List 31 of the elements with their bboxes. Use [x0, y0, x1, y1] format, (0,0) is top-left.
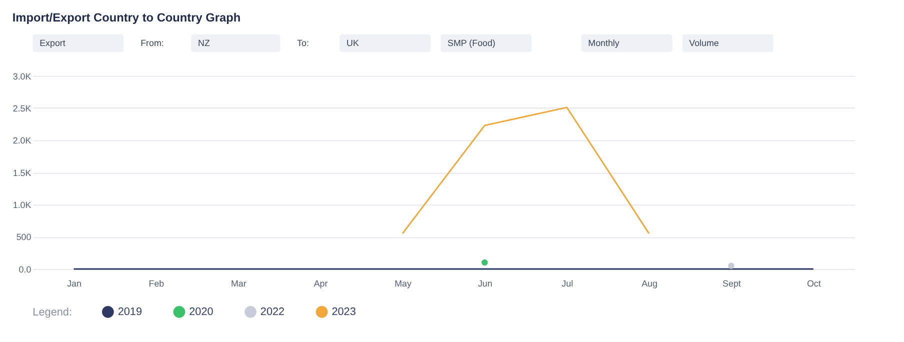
- legend-title: Legend:: [32, 306, 72, 318]
- legend-label: 2020: [189, 306, 214, 318]
- text: SMP (Food): [448, 38, 496, 48]
- y-tick-label: 500: [16, 232, 32, 242]
- y-tick-label: 1.0K: [12, 200, 32, 210]
- legend-label: 2019: [118, 306, 142, 318]
- text: To:: [297, 38, 309, 48]
- text: Monthly: [588, 38, 620, 48]
- y-tick-label: 3.0K: [12, 71, 32, 82]
- x-tick-label: May: [394, 278, 412, 288]
- y-tick-label: 2.0K: [12, 136, 32, 146]
- y-tick-label: 0.0: [18, 264, 32, 274]
- x-tick-label: Jul: [562, 278, 574, 288]
- x-tick-label: Sept: [722, 278, 742, 288]
- chart-title: Import/Export Country to Country Graph: [12, 10, 241, 24]
- x-tick-label: Apr: [314, 278, 328, 288]
- text: Export: [40, 38, 66, 48]
- legend-label: 2023: [332, 306, 356, 318]
- x-tick-label: Aug: [642, 278, 658, 288]
- x-tick-label: Jan: [67, 278, 82, 288]
- y-tick-label: 1.5K: [12, 168, 32, 178]
- text: Volume: [689, 38, 719, 48]
- x-tick-label: Mar: [230, 278, 246, 288]
- text: UK: [346, 38, 359, 48]
- x-tick-label: Feb: [148, 278, 164, 288]
- x-tick-label: Oct: [806, 278, 822, 288]
- x-tick-label: Jun: [478, 278, 492, 288]
- y-tick-label: 2.5K: [12, 104, 32, 114]
- text: NZ: [198, 38, 210, 48]
- text: From:: [140, 38, 164, 48]
- legend-label: 2022: [260, 306, 285, 318]
